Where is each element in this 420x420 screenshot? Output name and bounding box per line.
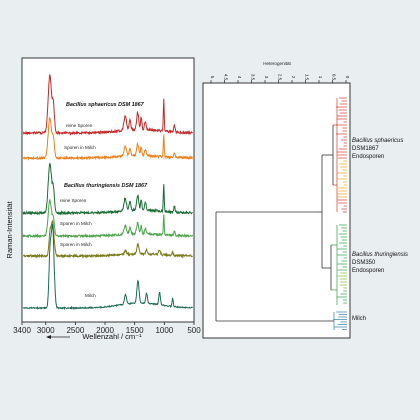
raman-series-line-5 bbox=[23, 219, 193, 259]
annotation-sphaericus: Bacillus sphaericus DSM 1867 bbox=[66, 102, 145, 108]
raman-series-line-2 bbox=[22, 116, 194, 161]
raman-x-tick-label: 3000 bbox=[37, 326, 55, 335]
raman-series-line-4 bbox=[22, 199, 194, 239]
annotation-milch: Milch bbox=[85, 293, 96, 298]
dendrogram-tick-label: 4 bbox=[237, 76, 242, 79]
label-series-1: reine Sporen bbox=[66, 123, 93, 128]
dendrogram-axis-label: Heterogenität bbox=[263, 61, 291, 66]
dendrogram-tick-label: 4.5 bbox=[224, 74, 229, 81]
label-series-4: Sporen in Milch bbox=[60, 221, 92, 226]
dendrogram-tick-label: 1.5 bbox=[305, 74, 310, 81]
dendrogram-tick-label: 2 bbox=[291, 76, 296, 79]
group-label-sphaericus-2: DSM1867 bbox=[352, 146, 379, 152]
label-series-3: reine Sporen bbox=[60, 198, 87, 203]
raman-plot-frame bbox=[21, 57, 195, 323]
raman-x-tick-label: 3400 bbox=[13, 326, 31, 335]
dendrogram-frame bbox=[202, 82, 351, 339]
label-series-5: Sporen in Milch bbox=[60, 242, 92, 247]
annotation-thuringiensis: Bacillus thuringiensis DSM 1867 bbox=[64, 183, 148, 189]
raman-series-line-6 bbox=[23, 223, 193, 311]
dendrogram-tick-label: 2.5 bbox=[278, 74, 283, 81]
raman-series-line-3 bbox=[22, 162, 193, 216]
x-direction-arrow-head bbox=[46, 335, 51, 339]
raman-x-tick-label: 2500 bbox=[66, 326, 84, 335]
dendrogram-tick-label: 0 bbox=[345, 76, 350, 79]
raman-x-tick-label: 1500 bbox=[126, 326, 144, 335]
dendrogram-tick-label: 3.5 bbox=[251, 74, 256, 81]
raman-x-axis-label: Wellenzahl / cm⁻¹ bbox=[82, 332, 142, 341]
raman-series-group bbox=[22, 74, 194, 311]
dendrogram-ticks: 5 4.5 4 3.5 3 2.5 2 1.5 1 0.5 0 bbox=[210, 74, 350, 83]
label-series-2: Sporen in Milch bbox=[64, 145, 96, 150]
raman-x-tick-label: 2000 bbox=[96, 326, 114, 335]
raman-x-tick-label: 500 bbox=[187, 326, 201, 335]
raman-x-ticks: 3400 3000 2500 2000 1500 1000 500 bbox=[13, 322, 201, 335]
dendrogram-tick-label: 3 bbox=[264, 76, 269, 79]
dendrogram-branches bbox=[215, 97, 347, 330]
dendrogram-tick-label: 1 bbox=[318, 76, 323, 79]
raman-series-line-1 bbox=[22, 74, 194, 136]
group-label-milch: Milch bbox=[352, 316, 366, 322]
raman-y-axis-label: Raman-Intensität bbox=[5, 201, 14, 259]
raman-spectra-chart: Raman-Intensität Wellenzahl / cm⁻¹ 3400 3… bbox=[5, 57, 201, 341]
dendrogram-tick-label: 0.5 bbox=[332, 74, 337, 81]
group-label-thuringiensis-2: DSM350 bbox=[352, 260, 376, 266]
raman-x-tick-label: 1000 bbox=[155, 326, 173, 335]
group-label-sphaericus-3: Endosporen bbox=[352, 154, 384, 160]
group-label-sphaericus-1: Bacillus sphaericus bbox=[352, 138, 403, 144]
group-label-thuringiensis-1: Bacillus thuringiensis bbox=[352, 252, 408, 258]
group-label-thuringiensis-3: Endosporen bbox=[352, 268, 384, 274]
dendrogram-chart: Heterogenität 5 4.5 4 3.5 3 2.5 2 1.5 1 0.5 0 Baci… bbox=[202, 61, 408, 339]
dendrogram-tick-label: 5 bbox=[210, 76, 215, 79]
